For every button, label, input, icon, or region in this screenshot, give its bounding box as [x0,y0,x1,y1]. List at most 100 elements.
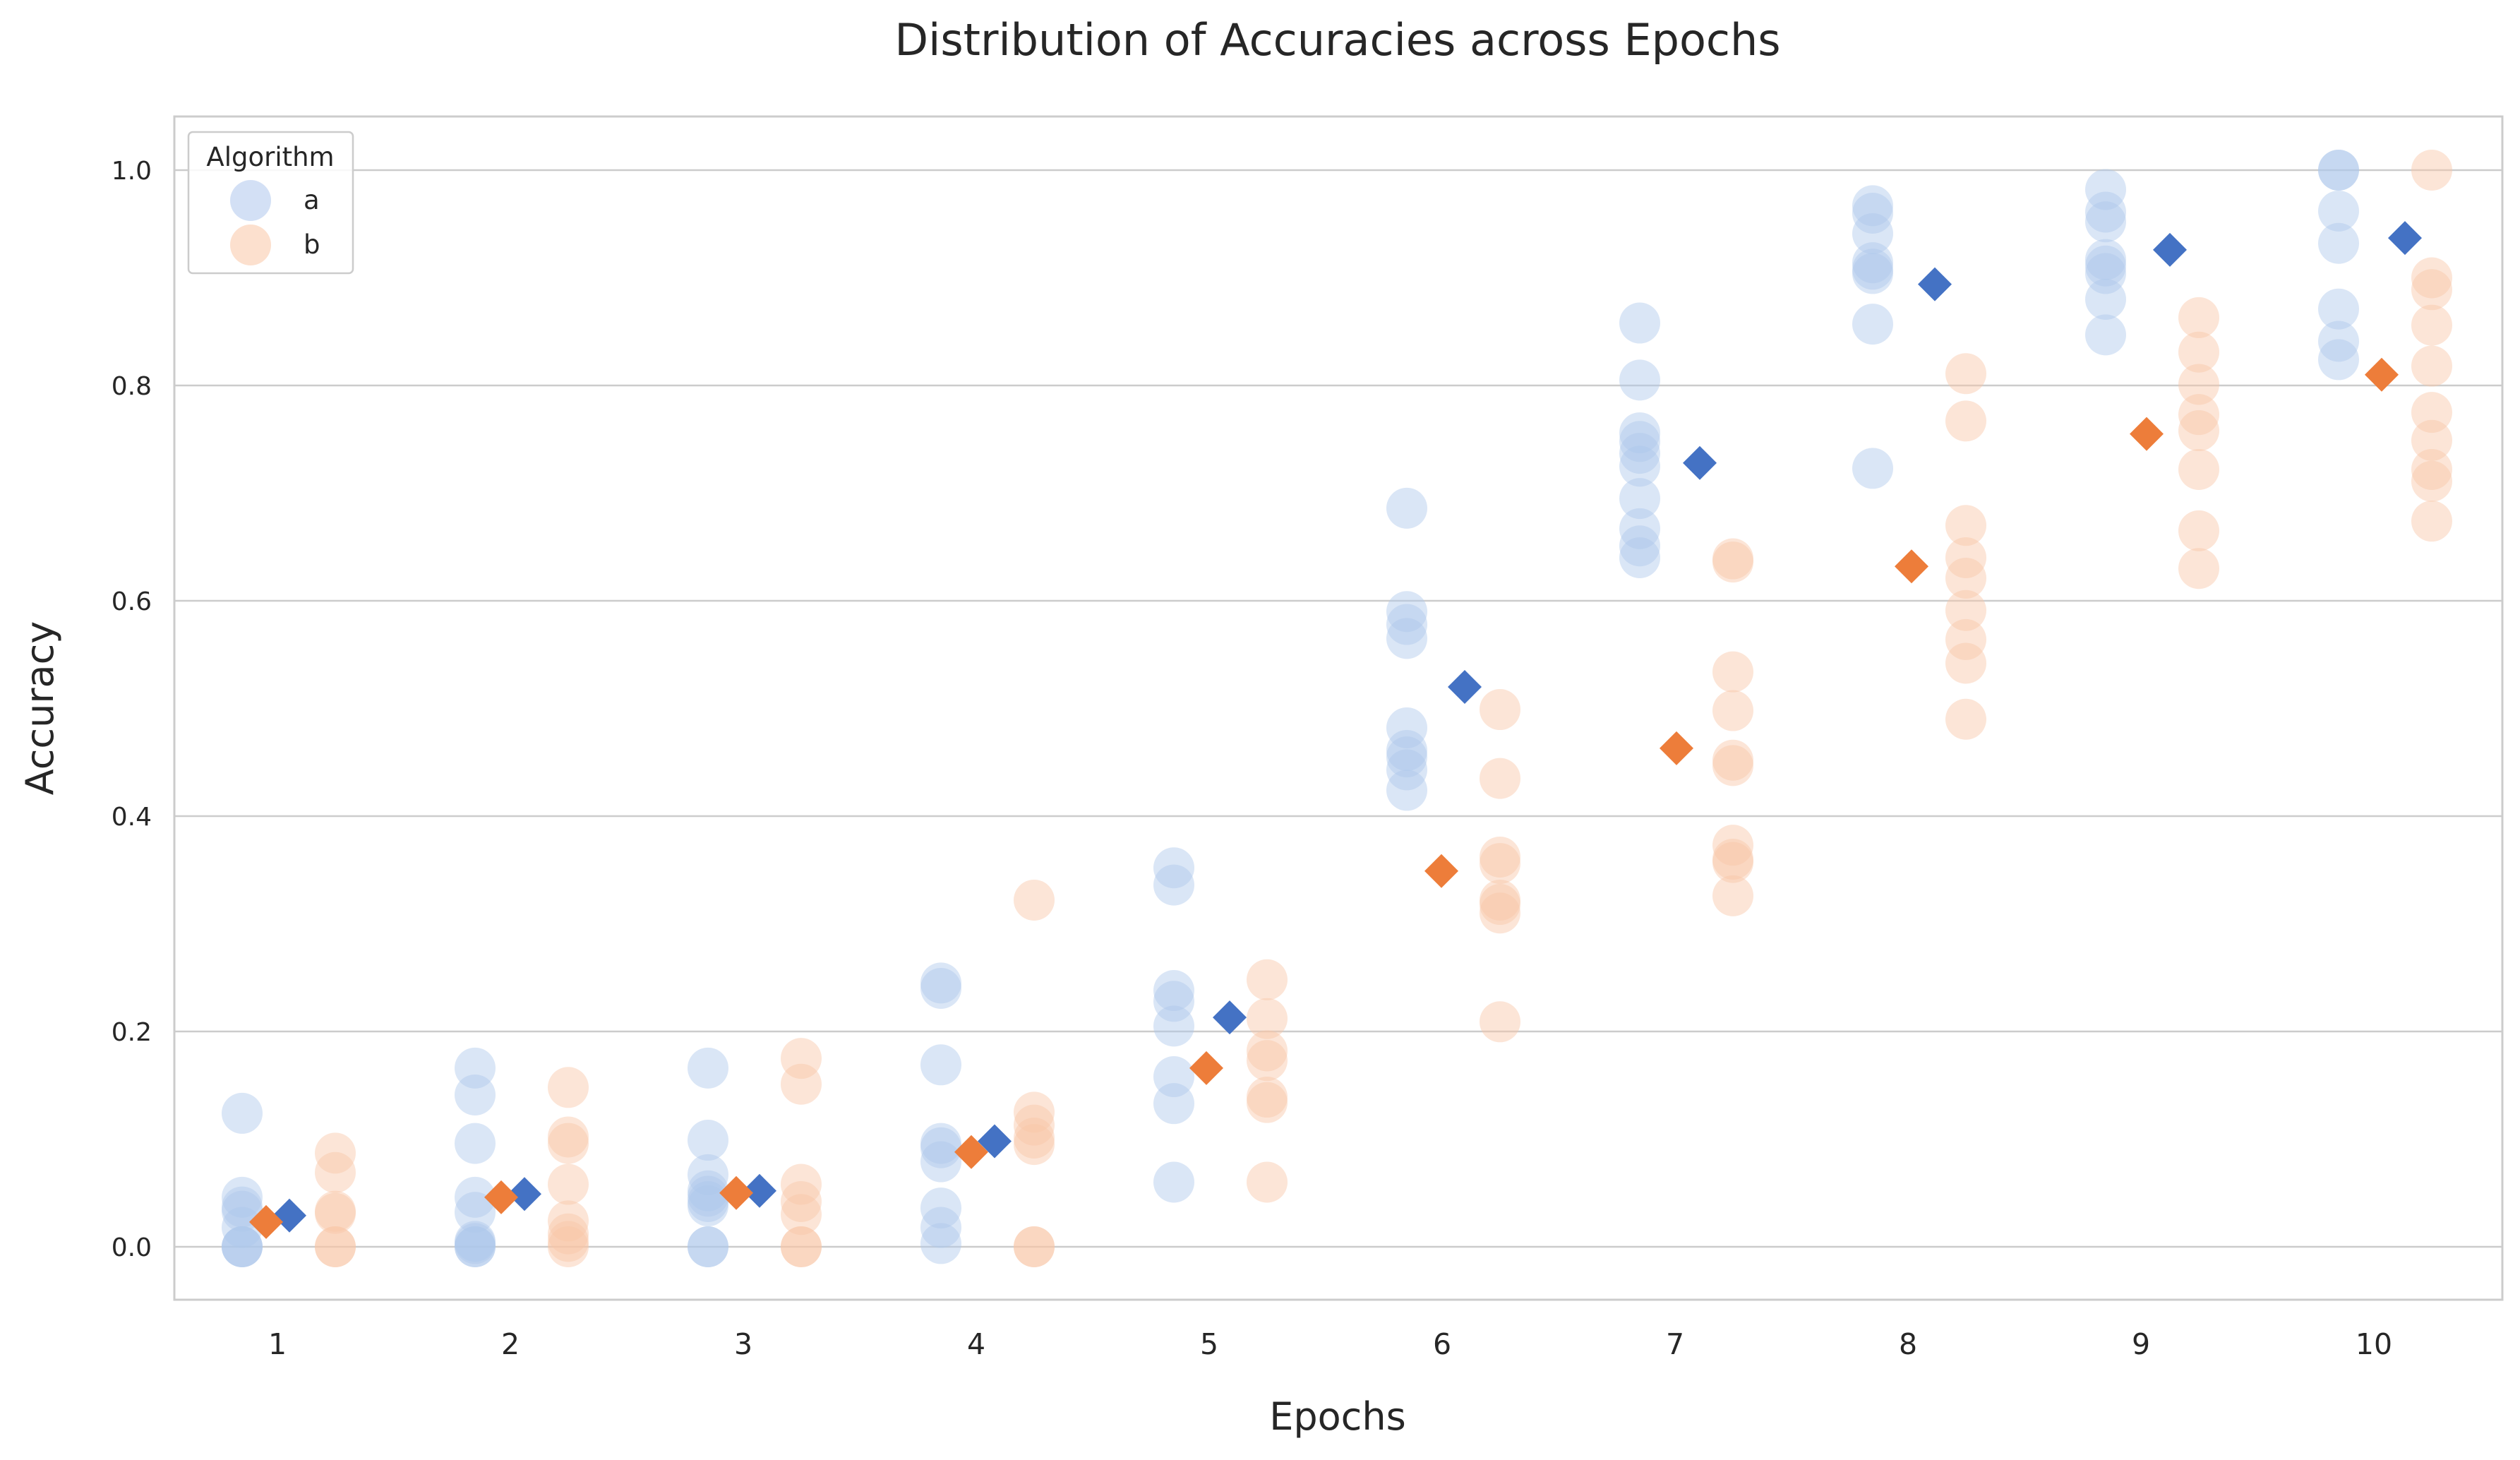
x-tick-label: 2 [501,1327,520,1361]
mean-marker-a [508,1177,541,1211]
data-point-b [1945,400,1986,442]
data-point-b [2178,510,2219,551]
data-point-a [222,1186,263,1228]
mean-marker-b [1189,1051,1223,1085]
data-point-a [1386,618,1427,659]
data-point-b [1712,690,1753,731]
x-tick-label: 8 [1899,1327,1917,1361]
data-point-b [2411,460,2452,502]
data-point-b [1480,843,1520,885]
data-point-a [1386,749,1427,791]
data-point-b [1014,1104,1055,1146]
mean-marker-b [1424,854,1458,888]
data-point-b [1480,879,1520,921]
data-point-b [2178,410,2219,452]
data-point-a [1153,981,1194,1022]
data-point-a [2085,191,2126,233]
data-point-a [920,1044,961,1086]
data-point-a [455,1074,496,1115]
mean-marker-b [1895,549,1928,584]
legend: Algorithm a b [187,131,354,275]
data-point-b [781,1038,822,1079]
data-point-a [1153,847,1194,889]
data-point-a [1386,591,1427,633]
data-point-b [548,1116,589,1158]
data-point-a [1386,604,1427,645]
data-point-b [548,1226,589,1267]
data-point-a [1619,412,1660,454]
x-axis-label: Epochs [1269,1394,1405,1439]
data-point-b [548,1163,589,1205]
mean-marker-a [1213,1000,1247,1035]
data-point-b [1247,1082,1288,1123]
data-point-b [1712,739,1753,781]
data-point-b [2411,345,2452,387]
legend-label-a: a [304,185,320,215]
data-point-a [688,1154,728,1195]
legend-marker-a [230,180,271,221]
mean-marker-a [1918,267,1952,301]
data-point-b [2178,297,2219,338]
data-point-b [2411,501,2452,542]
x-tick-label: 9 [2132,1327,2150,1361]
data-point-a [222,1226,263,1267]
mean-marker-a [2388,221,2422,256]
y-gridlines [174,169,2502,1248]
data-point-b [1247,1161,1288,1203]
data-point-a [1619,508,1660,549]
data-point-b [2178,331,2219,373]
x-tick-label: 10 [2356,1327,2392,1361]
data-point-b [315,1132,356,1174]
data-point-a [1153,864,1194,906]
data-point-b [1247,959,1288,1000]
data-point-a [1852,304,1893,345]
data-point-a [688,1185,728,1227]
mean-marker-b [2130,417,2164,451]
data-point-a [1852,185,1893,227]
data-point-b [2411,269,2452,311]
data-point-a [2085,253,2126,294]
data-point-b [1712,745,1753,786]
data-point-b [315,1226,356,1267]
data-point-b [1945,590,1986,631]
data-point-a [688,1120,728,1161]
data-point-a [920,1141,961,1183]
data-point-a [2085,245,2126,287]
data-point-b [315,1226,356,1267]
data-point-a [222,1176,263,1218]
mean-marker-a [743,1173,776,1208]
data-point-b [2178,548,2219,590]
data-point-b [2411,419,2452,461]
data-point-b [2411,150,2452,191]
data-point-b [2411,304,2452,346]
data-point-a [1153,1083,1194,1125]
data-point-a [455,1176,496,1218]
x-tick-label: 3 [734,1327,752,1361]
data-point-a [1619,537,1660,578]
data-point-a [2318,288,2359,330]
mean-marker-b [2365,357,2399,392]
data-point-b [1014,1226,1055,1267]
data-point-b [1945,353,1986,395]
data-point-a [455,1192,496,1233]
data-point-b [1480,1001,1520,1043]
y-axis-label: Accuracy [18,621,62,796]
y-tick-labels: 0.0 0.2 0.4 0.6 0.8 1.0 [112,157,152,1262]
data-point-a [2318,190,2359,232]
data-point-b [1480,892,1520,934]
data-point-b [1014,1117,1055,1159]
data-point-a [920,1127,961,1168]
legend-title: Algorithm [206,142,334,172]
data-point-a [1852,213,1893,254]
mean-marker-b [1660,731,1693,765]
data-point-b [548,1200,589,1242]
x-tick-label: 5 [1200,1327,1218,1361]
x-tick-label: 6 [1433,1327,1451,1361]
data-point-b [1014,1091,1055,1133]
data-point-b [2411,257,2452,299]
data-point-a [2318,222,2359,264]
x-tick-label: 7 [1666,1327,1684,1361]
plot-area-border [173,115,2504,1301]
mean-marker-b [484,1180,518,1214]
data-point-b [1945,698,1986,740]
